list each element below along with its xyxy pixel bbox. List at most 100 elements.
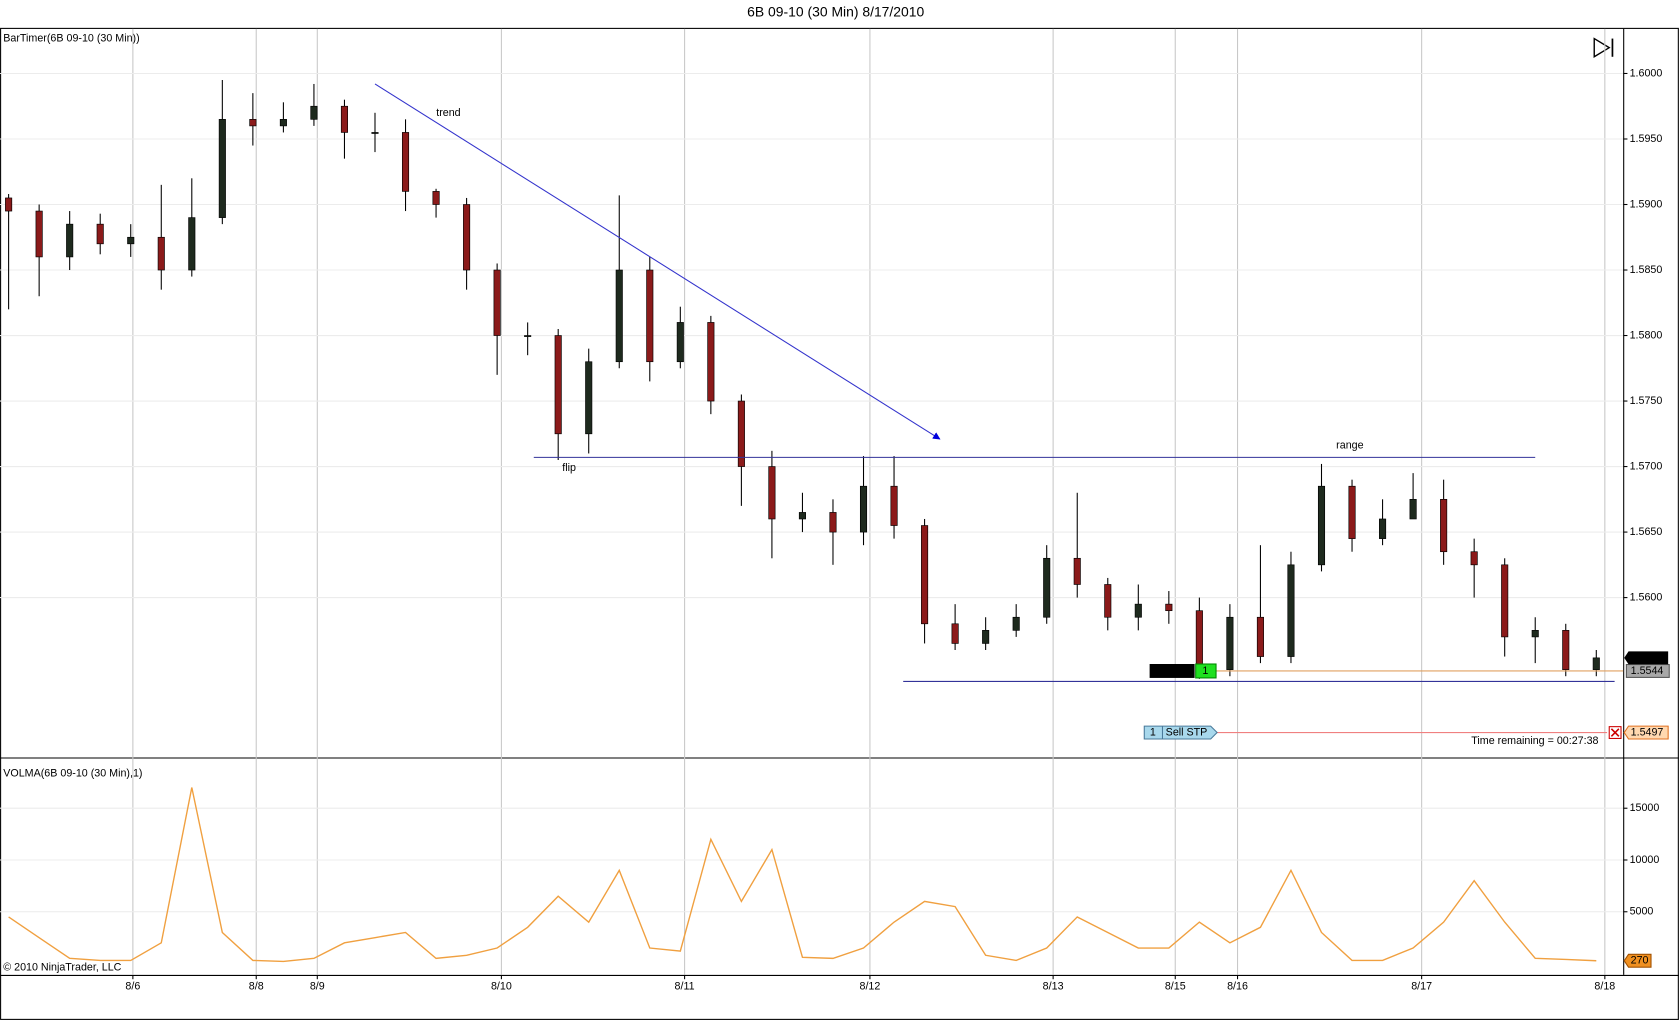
candle-body [1012,616,1020,631]
candle-body [1379,518,1387,539]
annotation-label: trend [436,107,460,119]
y-tick-label: 1.5650 [1630,526,1663,538]
candle-body [1409,498,1417,520]
candle-body [951,623,959,644]
candle-body [401,132,410,192]
candle-body [218,119,226,218]
price-tag [1625,664,1670,678]
y-tick-label: 5000 [1630,906,1654,918]
candle-body [96,223,104,245]
price-tag [1623,725,1669,740]
y-tick-label: 1.5850 [1630,264,1663,276]
candle-body [1104,584,1112,618]
candle-body [737,400,745,467]
candle-body [1470,551,1478,566]
candle-body [1440,498,1448,553]
candle-body [982,630,990,644]
candle-body [432,191,440,205]
candle-body [615,269,623,363]
price-tag-label: 1.5554 [1631,652,1664,664]
x-tick-label: 8/10 [491,981,512,993]
candle-body [554,335,562,435]
candle-body [310,105,318,120]
candle-body [829,512,837,533]
x-tick-label: 8/18 [1594,981,1615,993]
x-tick-label: 8/8 [249,981,264,993]
y-tick-label: 1.5800 [1630,329,1663,341]
x-tick-label: 8/17 [1411,981,1432,993]
candle-body [524,335,532,337]
candle-body [5,197,13,212]
candle-body [585,361,593,435]
candle-body [1592,657,1600,670]
y-tick-label: 10000 [1630,854,1660,866]
candle-body [1073,557,1081,585]
candle-body [279,119,287,127]
candle-body [1195,610,1203,670]
chart-title: 6B 09-10 (30 Min) 8/17/2010 [747,4,924,20]
candle-body [890,485,898,526]
candle-body [768,466,776,520]
cancel-button[interactable] [1608,726,1622,739]
price-tag [1624,651,1669,665]
candle-body [1501,564,1509,638]
candle-body [1562,630,1570,670]
price-tag-label: 1.5497 [1631,726,1664,738]
x-tick-label: 8/16 [1227,981,1248,993]
volume-tag [1623,953,1652,968]
candle-body [646,269,654,363]
y-tick-label: 1.5950 [1630,133,1663,145]
stop-order[interactable]: 1 Sell STP [1143,725,1218,740]
candle-body [127,236,135,245]
x-tick-label: 8/11 [675,981,695,993]
candle-body [798,512,806,520]
cancel-x [1610,728,1620,737]
grid [0,28,1624,975]
toggle-icon[interactable] [1593,37,1614,59]
quantity-box [1195,663,1217,679]
candle-body [371,132,379,134]
x-tick-label: 8/9 [310,981,325,993]
candle-body [66,223,74,258]
y-tick-label: 1.6000 [1630,67,1663,79]
candle-body [1165,603,1173,612]
y-tick-label: 1.5700 [1630,460,1663,472]
candle-body [707,322,715,402]
x-tick-label: 8/6 [125,981,140,993]
stop-label: Sell STP [1166,726,1208,738]
candle-body [188,217,196,271]
y-tick-label: 1.5900 [1630,198,1663,210]
candle-body [35,210,43,258]
price-tag-label: 1.5544 [1631,665,1664,677]
indicator-label: VOLMA(6B 09-10 (30 Min),1) [3,767,142,779]
candle-body [676,322,684,363]
candle-body [1256,616,1264,657]
candle-body [921,525,929,625]
pnl-label: 0.0010 [1156,665,1189,677]
candle-body [1287,564,1295,657]
indicator-label: BarTimer(6B 09-10 (30 Min)) [3,32,139,44]
candle-body [1134,603,1142,618]
icon [1593,37,1611,59]
copyright: © 2010 NinjaTrader, LLC [3,961,121,973]
stop-quantity: 1 [1150,726,1156,738]
candle-body [1317,485,1326,566]
pnl-box [1149,664,1195,678]
annotation-label: flip [562,462,576,474]
volume-line [8,787,1597,963]
candle-body [463,204,471,271]
candle-body [1348,485,1356,539]
candle-body [493,269,501,336]
candle-body [340,105,348,133]
quantity-label: 1 [1202,665,1208,677]
candle-body [1226,616,1234,670]
trend-arrow [374,83,941,440]
candle-body [1043,557,1051,618]
volume-tag-label: 270 [1631,955,1649,967]
y-tick-label: 15000 [1630,802,1660,814]
candle-body [249,119,257,127]
y-tick-label: 1.5750 [1630,395,1663,407]
